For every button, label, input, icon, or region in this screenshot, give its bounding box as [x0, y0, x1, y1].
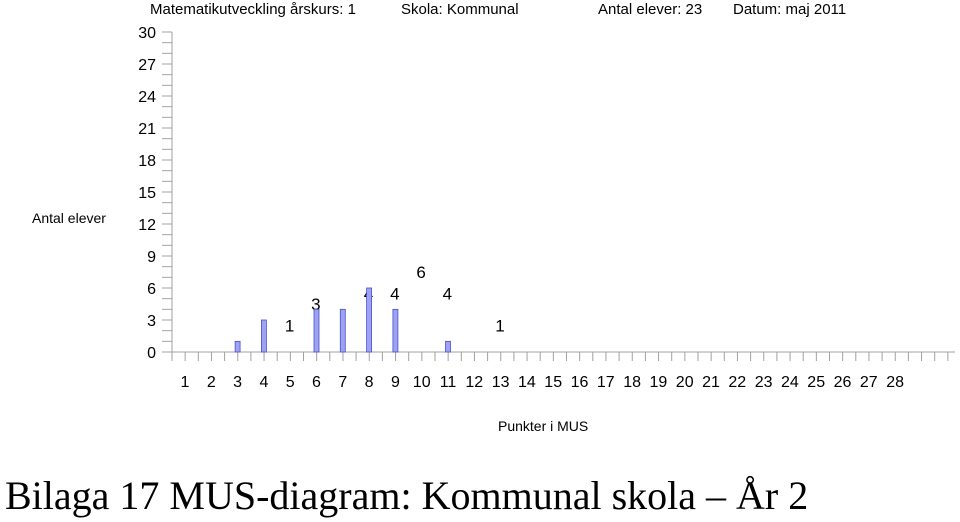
- x-tick-label: 6: [312, 374, 321, 391]
- bar: [392, 308, 399, 353]
- x-tick-label: 2: [207, 374, 216, 391]
- x-tick-label: 9: [391, 374, 400, 391]
- x-tick-label: 26: [834, 374, 852, 391]
- x-tick-label: 10: [413, 374, 431, 391]
- x-tick-label: 12: [465, 374, 483, 391]
- x-tick-label: 19: [650, 374, 668, 391]
- x-tick-label: 20: [676, 374, 694, 391]
- y-tick-label: 3: [147, 313, 156, 330]
- bar: [339, 308, 346, 353]
- x-tick-label: 1: [181, 374, 190, 391]
- x-tick-label: 3: [233, 374, 242, 391]
- x-tick-label: 15: [544, 374, 562, 391]
- x-tick-label: 28: [886, 374, 904, 391]
- x-tick-label: 23: [755, 374, 773, 391]
- bar-value-label: 6: [416, 263, 425, 282]
- bar-value-label: 4: [390, 284, 399, 303]
- x-tick-label: 13: [492, 374, 510, 391]
- bar: [260, 319, 267, 353]
- bar-value-label: 4: [443, 284, 452, 303]
- x-tick-label: 8: [365, 374, 374, 391]
- bar-value-label: 3: [311, 295, 320, 314]
- x-tick-label: 25: [807, 374, 825, 391]
- y-tick-label: 9: [147, 249, 156, 266]
- y-tick-label: 15: [138, 185, 156, 202]
- bar: [234, 340, 241, 353]
- x-tick-label: 7: [338, 374, 347, 391]
- y-axis-label: Antal elever: [32, 210, 106, 226]
- x-tick-label: 18: [623, 374, 641, 391]
- y-tick-label: 12: [138, 217, 156, 234]
- y-tick-label: 27: [138, 57, 156, 74]
- bar: [313, 308, 320, 353]
- x-tick-label: 17: [597, 374, 615, 391]
- x-tick-label: 21: [702, 374, 720, 391]
- x-tick-label: 14: [518, 374, 536, 391]
- x-tick-label: 5: [286, 374, 295, 391]
- header-course: Matematikutveckling årskurs: 1: [150, 1, 356, 18]
- x-tick-label: 16: [571, 374, 589, 391]
- x-tick-label: 24: [781, 374, 799, 391]
- x-tick-label: 11: [440, 374, 457, 391]
- y-tick-label: 21: [138, 121, 156, 138]
- y-tick-label: 30: [138, 25, 156, 42]
- x-axis-label: Punkter i MUS: [498, 418, 589, 434]
- y-tick-label: 18: [138, 153, 156, 170]
- x-tick-label: 22: [728, 374, 746, 391]
- bar-value-label: 1: [495, 316, 504, 335]
- mus-bar-chart: 0369121518212427301213345464768491011112…: [138, 25, 955, 391]
- header-date: Datum: maj 2011: [733, 1, 847, 18]
- page-caption: Bilaga 17 MUS-diagram: Kommunal skola – …: [5, 473, 809, 518]
- bar: [445, 340, 451, 353]
- bar-value-label: 1: [285, 316, 294, 335]
- x-tick-label: 27: [860, 374, 878, 391]
- header-school: Skola: Kommunal: [401, 1, 519, 18]
- y-tick-label: 0: [147, 345, 156, 362]
- bar: [366, 287, 373, 353]
- y-tick-label: 24: [138, 89, 156, 106]
- header-student-count: Antal elever: 23: [598, 1, 703, 18]
- x-tick-label: 4: [259, 374, 268, 391]
- y-tick-label: 6: [147, 281, 156, 298]
